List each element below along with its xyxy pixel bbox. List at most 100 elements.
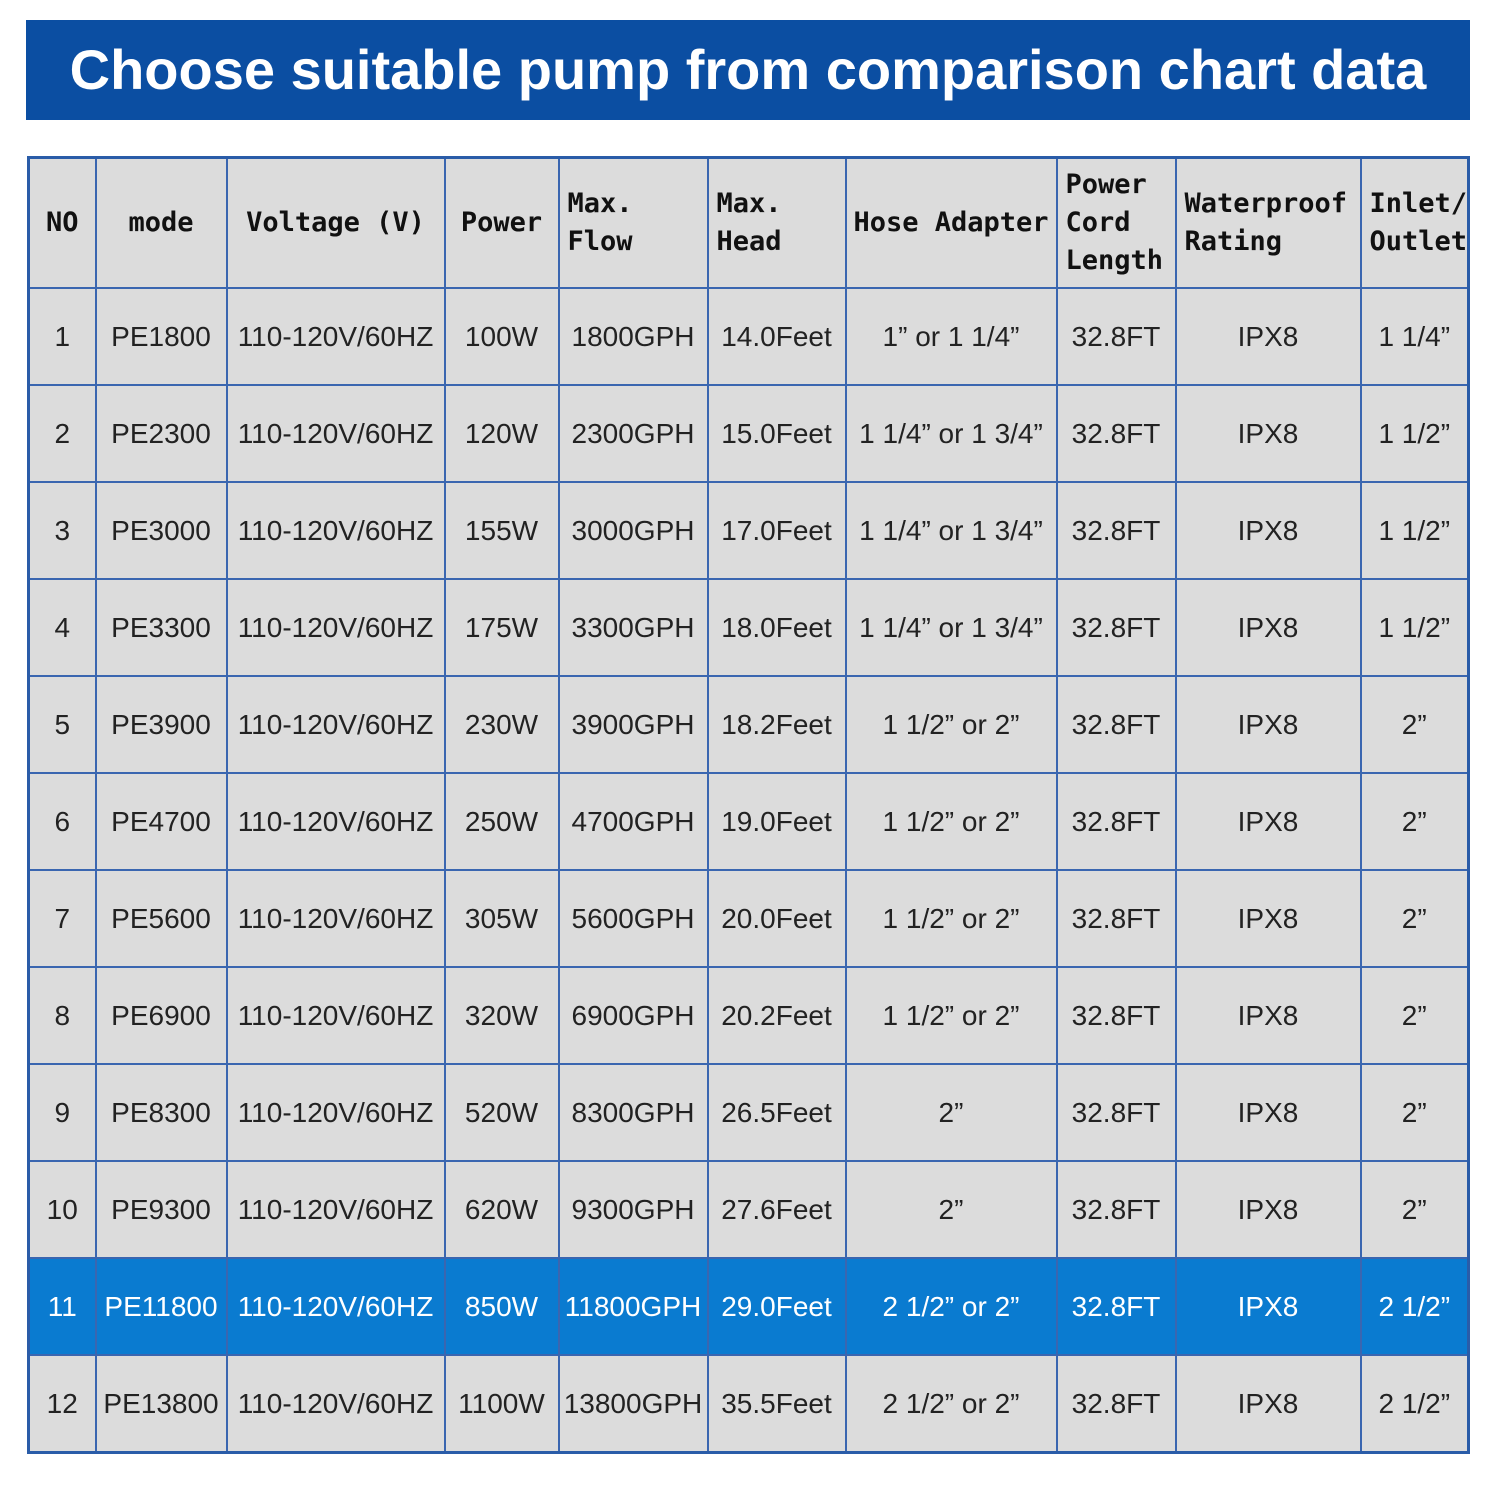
table-row: 1 PE1800 110-120V/60HZ 100W 1800GPH 14.0Feet 1… (27, 287, 1470, 386)
table-cell: 120W (443, 384, 560, 483)
table-cell: 18.2Feet (706, 675, 847, 774)
table-row: 3 PE3000 110-120V/60HZ 155W 3000GPH 17.0Feet 1… (27, 481, 1470, 580)
table-row: 2 PE2300 110-120V/60HZ 120W 2300GPH 15.0Feet 1… (27, 384, 1470, 483)
table-cell: 2” (1359, 675, 1470, 774)
header-row: NO mode Voltage (V) Power Max. Flow Max. Head… (27, 156, 1470, 289)
table-cell: 1 1/2” (1359, 578, 1470, 677)
table-cell: IPX8 (1174, 1063, 1362, 1162)
table-cell: IPX8 (1174, 1160, 1362, 1259)
table-row: 9 PE8300 110-120V/60HZ 520W 8300GPH 26.5Feet 2… (27, 1063, 1470, 1162)
table-cell: 1100W (443, 1354, 560, 1454)
table-cell: 1 1/2” or 2” (844, 772, 1058, 871)
table-cell: 1 1/4” or 1 3/4” (844, 384, 1058, 483)
table-cell: PE11800 (94, 1257, 228, 1356)
table-cell: PE5600 (94, 869, 228, 968)
table-cell: 2” (1359, 1160, 1470, 1259)
table-cell: 19.0Feet (706, 772, 847, 871)
table-cell: 2 1/2” (1359, 1354, 1470, 1454)
table-cell: 1800GPH (557, 287, 709, 386)
table-cell: 27.6Feet (706, 1160, 847, 1259)
table-cell: IPX8 (1174, 966, 1362, 1065)
column-header: NO (27, 156, 97, 289)
table-cell: 110-120V/60HZ (225, 1160, 446, 1259)
table-cell: 2” (1359, 869, 1470, 968)
table-cell: 32.8FT (1055, 772, 1177, 871)
table-cell: 3900GPH (557, 675, 709, 774)
table-cell: 8300GPH (557, 1063, 709, 1162)
table-cell: 18.0Feet (706, 578, 847, 677)
table-row: 8 PE6900 110-120V/60HZ 320W 6900GPH 20.2Feet 1… (27, 966, 1470, 1065)
table-body: 1 PE1800 110-120V/60HZ 100W 1800GPH 14.0Feet 1… (27, 287, 1470, 1454)
table-cell: 2 1/2” (1359, 1257, 1470, 1356)
table-cell: IPX8 (1174, 384, 1362, 483)
table-cell: IPX8 (1174, 675, 1362, 774)
column-header: Hose Adapter (844, 156, 1058, 289)
column-header: Inlet/ Outlet (1359, 156, 1470, 289)
column-header: Waterproof Rating (1174, 156, 1362, 289)
table-cell: PE3900 (94, 675, 228, 774)
table-cell: 12 (27, 1354, 97, 1454)
table-cell: 110-120V/60HZ (225, 869, 446, 968)
table-cell: 6 (27, 772, 97, 871)
table-cell: IPX8 (1174, 1354, 1362, 1454)
table-cell: IPX8 (1174, 578, 1362, 677)
table-cell: 32.8FT (1055, 481, 1177, 580)
table-cell: PE9300 (94, 1160, 228, 1259)
column-header: Power (443, 156, 560, 289)
column-header: Voltage (V) (225, 156, 446, 289)
table-cell: 1 (27, 287, 97, 386)
table-cell: 620W (443, 1160, 560, 1259)
table-cell: 2300GPH (557, 384, 709, 483)
table-cell: 155W (443, 481, 560, 580)
table-cell: 2” (1359, 772, 1470, 871)
table-cell: 2” (1359, 1063, 1470, 1162)
table-row: 10 PE9300 110-120V/60HZ 620W 9300GPH 27.6Feet… (27, 1160, 1470, 1259)
table-cell: PE4700 (94, 772, 228, 871)
table-cell: 7 (27, 869, 97, 968)
table-cell: 32.8FT (1055, 1354, 1177, 1454)
table-cell: 1 1/2” or 2” (844, 966, 1058, 1065)
table-cell: 17.0Feet (706, 481, 847, 580)
table-cell: 100W (443, 287, 560, 386)
table-cell: 2” (844, 1063, 1058, 1162)
table-row: 5 PE3900 110-120V/60HZ 230W 3900GPH 18.2Feet 1… (27, 675, 1470, 774)
table-cell: 2” (844, 1160, 1058, 1259)
table-cell: 175W (443, 578, 560, 677)
table-cell: 110-120V/60HZ (225, 966, 446, 1065)
table-cell: 1 1/4” or 1 3/4” (844, 578, 1058, 677)
table-cell: 520W (443, 1063, 560, 1162)
table-cell: 32.8FT (1055, 384, 1177, 483)
table-cell: 1 1/4” (1359, 287, 1470, 386)
table-cell: 3000GPH (557, 481, 709, 580)
table-cell: 110-120V/60HZ (225, 287, 446, 386)
table-cell: 2 1/2” or 2” (844, 1257, 1058, 1356)
table-cell: 230W (443, 675, 560, 774)
table-cell: 3300GPH (557, 578, 709, 677)
table-cell: 1 1/2” or 2” (844, 869, 1058, 968)
banner-title: Choose suitable pump from comparison cha… (26, 20, 1470, 120)
table-cell: 1 1/2” or 2” (844, 675, 1058, 774)
table-cell: 1” or 1 1/4” (844, 287, 1058, 386)
table-cell: PE3300 (94, 578, 228, 677)
table-cell: 110-120V/60HZ (225, 772, 446, 871)
table-cell: 4700GPH (557, 772, 709, 871)
table-cell: 110-120V/60HZ (225, 675, 446, 774)
column-header: Max. Flow (557, 156, 709, 289)
table-cell: 14.0Feet (706, 287, 847, 386)
table-cell: 1 1/2” (1359, 384, 1470, 483)
table-cell: 20.2Feet (706, 966, 847, 1065)
table-cell: 29.0Feet (706, 1257, 847, 1356)
table-cell: 32.8FT (1055, 1257, 1177, 1356)
table-cell: 1 1/4” or 1 3/4” (844, 481, 1058, 580)
table-cell: 8 (27, 966, 97, 1065)
table-cell: 110-120V/60HZ (225, 1257, 446, 1356)
table-cell: 32.8FT (1055, 578, 1177, 677)
table-cell: 2” (1359, 966, 1470, 1065)
table-row: 11 PE11800 110-120V/60HZ 850W 11800GPH 29.0Fe… (27, 1257, 1470, 1356)
table-cell: 32.8FT (1055, 287, 1177, 386)
table-cell: 32.8FT (1055, 1063, 1177, 1162)
table-cell: PE3000 (94, 481, 228, 580)
table-cell: IPX8 (1174, 481, 1362, 580)
column-header: Max. Head (706, 156, 847, 289)
